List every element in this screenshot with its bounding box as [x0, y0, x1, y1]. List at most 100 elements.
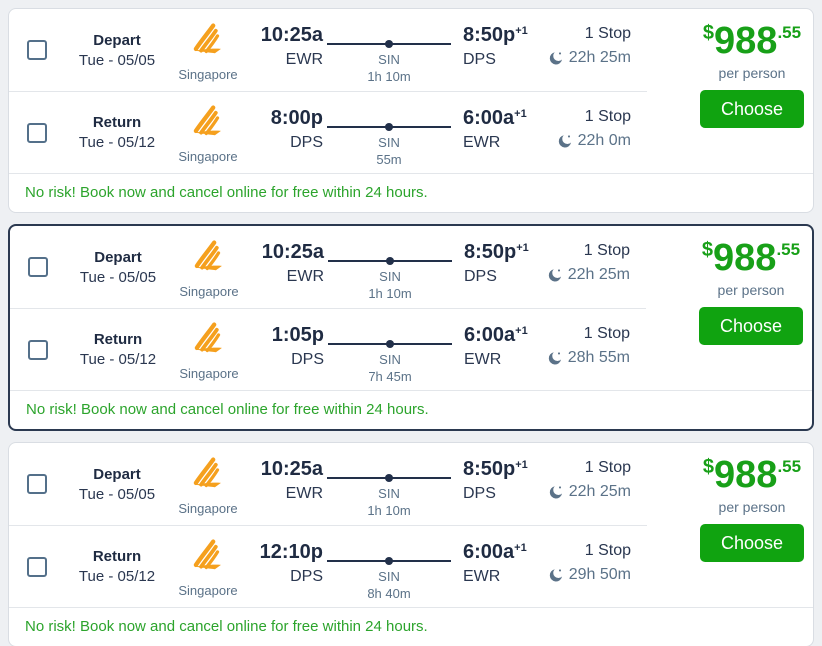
choose-button[interactable]: Choose — [700, 524, 804, 562]
next-day-indicator: +1 — [515, 25, 528, 37]
arrival-column: 6:00a+1 EWR — [456, 309, 542, 369]
departure-airport-code: DPS — [291, 351, 324, 368]
checkbox-column — [9, 122, 65, 143]
total-duration: 22h 25m — [541, 483, 631, 501]
stop-airport-code: SIN — [378, 486, 400, 501]
choose-button[interactable]: Choose — [699, 307, 803, 345]
overnight-moon-icon — [549, 485, 562, 498]
price-dollars: 988 — [714, 454, 778, 496]
arrival-airport-code: DPS — [464, 268, 497, 285]
overnight-moon-icon — [548, 351, 561, 364]
flight-path-column: SIN 1h 10m — [323, 9, 455, 84]
direction-column: Depart Tue - 05/05 — [65, 466, 169, 503]
select-depart-checkbox[interactable] — [28, 257, 48, 277]
duration-text: 22h 25m — [568, 483, 631, 500]
singapore-airlines-logo-icon — [194, 322, 222, 353]
total-duration: 22h 0m — [541, 132, 631, 150]
per-person-label: per person — [718, 65, 786, 81]
layover-duration: 7h 45m — [368, 369, 412, 384]
select-depart-checkbox[interactable] — [27, 474, 47, 494]
departure-column: 10:25a EWR — [247, 9, 323, 69]
airline-name: Singapore — [178, 583, 238, 598]
flight-date: Tue - 05/05 — [79, 268, 157, 286]
airline-name: Singapore — [179, 283, 239, 299]
depart-row: Depart Tue - 05/05 Singapore — [9, 9, 647, 91]
arrival-time: 6:00a+1 — [463, 541, 527, 563]
direction-column: Return Tue - 05/12 — [65, 114, 169, 151]
layover-duration: 55m — [376, 152, 402, 167]
departure-time: 10:25a — [260, 24, 323, 46]
duration-text: 28h 55m — [567, 349, 630, 366]
flight-date: Tue - 05/12 — [78, 568, 156, 585]
slices-column: Depart Tue - 05/05 Singapore — [10, 226, 646, 390]
slices-column: Depart Tue - 05/05 Singapore — [9, 9, 647, 173]
singapore-airlines-logo-icon — [193, 105, 221, 136]
arrival-airport-code: EWR — [463, 568, 501, 585]
stop-dot — [385, 474, 393, 482]
direction-column: Depart Tue - 05/05 — [65, 32, 169, 69]
next-day-indicator: +1 — [514, 542, 527, 554]
stop-dot — [386, 257, 394, 265]
departure-column: 8:00p DPS — [247, 92, 323, 152]
return-row: Return Tue - 05/12 Singapore — [10, 308, 646, 390]
stop-dot — [386, 340, 394, 348]
layover-duration: 1h 10m — [367, 69, 411, 84]
arrival-column: 6:00a+1 EWR — [455, 92, 541, 152]
select-return-checkbox[interactable] — [27, 122, 47, 143]
price-cents: .55 — [777, 23, 802, 42]
layover-duration: 1h 10m — [367, 503, 411, 518]
price-dollars: 988 — [713, 237, 777, 279]
flight-date: Tue - 05/05 — [78, 485, 156, 503]
select-depart-checkbox[interactable] — [27, 40, 47, 60]
arrival-time: 8:50p+1 — [463, 24, 528, 46]
flight-card: Depart Tue - 05/05 Singapore — [8, 442, 814, 646]
direction-label: Return — [93, 331, 143, 348]
cancellation-note: No risk! Book now and cancel online for … — [10, 390, 812, 429]
flight-path-column: SIN 55m — [323, 92, 455, 167]
flight-card: Depart Tue - 05/05 Singapore — [8, 8, 814, 213]
currency-symbol: $ — [702, 456, 715, 478]
direction-label: Return — [92, 114, 142, 131]
next-day-indicator: +1 — [514, 108, 527, 120]
stop-dot — [385, 123, 393, 131]
departure-airport-code: EWR — [286, 268, 324, 285]
arrival-column: 8:50p+1 DPS — [455, 9, 541, 69]
departure-column: 10:25a EWR — [248, 226, 324, 286]
card-main: Depart Tue - 05/05 Singapore — [9, 443, 813, 607]
arrival-time: 6:00a+1 — [464, 324, 528, 346]
airline-name: Singapore — [178, 500, 238, 516]
stop-dot — [385, 40, 393, 48]
choose-button[interactable]: Choose — [700, 90, 804, 128]
airline-column: Singapore — [169, 535, 247, 598]
flight-date: Tue - 05/12 — [79, 351, 157, 368]
arrival-column: 6:00a+1 EWR — [455, 526, 541, 586]
checkbox-column — [10, 257, 66, 277]
overnight-moon-icon — [549, 51, 562, 64]
arrival-column: 8:50p+1 DPS — [455, 443, 541, 503]
airline-column: Singapore — [169, 453, 247, 516]
airline-name: Singapore — [179, 366, 239, 381]
direction-label: Depart — [94, 248, 142, 266]
per-person-label: per person — [717, 282, 785, 298]
price-column: $988.55 per person Choose — [646, 226, 812, 390]
flight-path-column: SIN 7h 45m — [324, 309, 456, 384]
currency-symbol: $ — [702, 22, 715, 44]
card-main: Depart Tue - 05/05 Singapore — [10, 226, 812, 390]
price-box: $988.55 per person Choose — [700, 456, 804, 562]
arrival-time: 8:50p+1 — [463, 458, 528, 480]
stops-label: 1 Stop — [584, 25, 631, 42]
stops-column: 1 Stop 22h 25m — [542, 226, 646, 284]
flight-date: Tue - 05/05 — [78, 51, 156, 69]
stop-dot — [385, 557, 393, 565]
select-return-checkbox[interactable] — [27, 556, 47, 577]
departure-time: 8:00p — [270, 107, 323, 129]
select-return-checkbox[interactable] — [28, 339, 48, 360]
price-dollars: 988 — [714, 20, 778, 62]
price-cents: .55 — [776, 240, 801, 259]
departure-time: 10:25a — [261, 241, 324, 263]
stop-airport-code: SIN — [378, 569, 400, 584]
next-day-indicator: +1 — [516, 242, 529, 254]
overnight-moon-icon — [549, 568, 562, 581]
layover-duration: 1h 10m — [368, 286, 412, 301]
